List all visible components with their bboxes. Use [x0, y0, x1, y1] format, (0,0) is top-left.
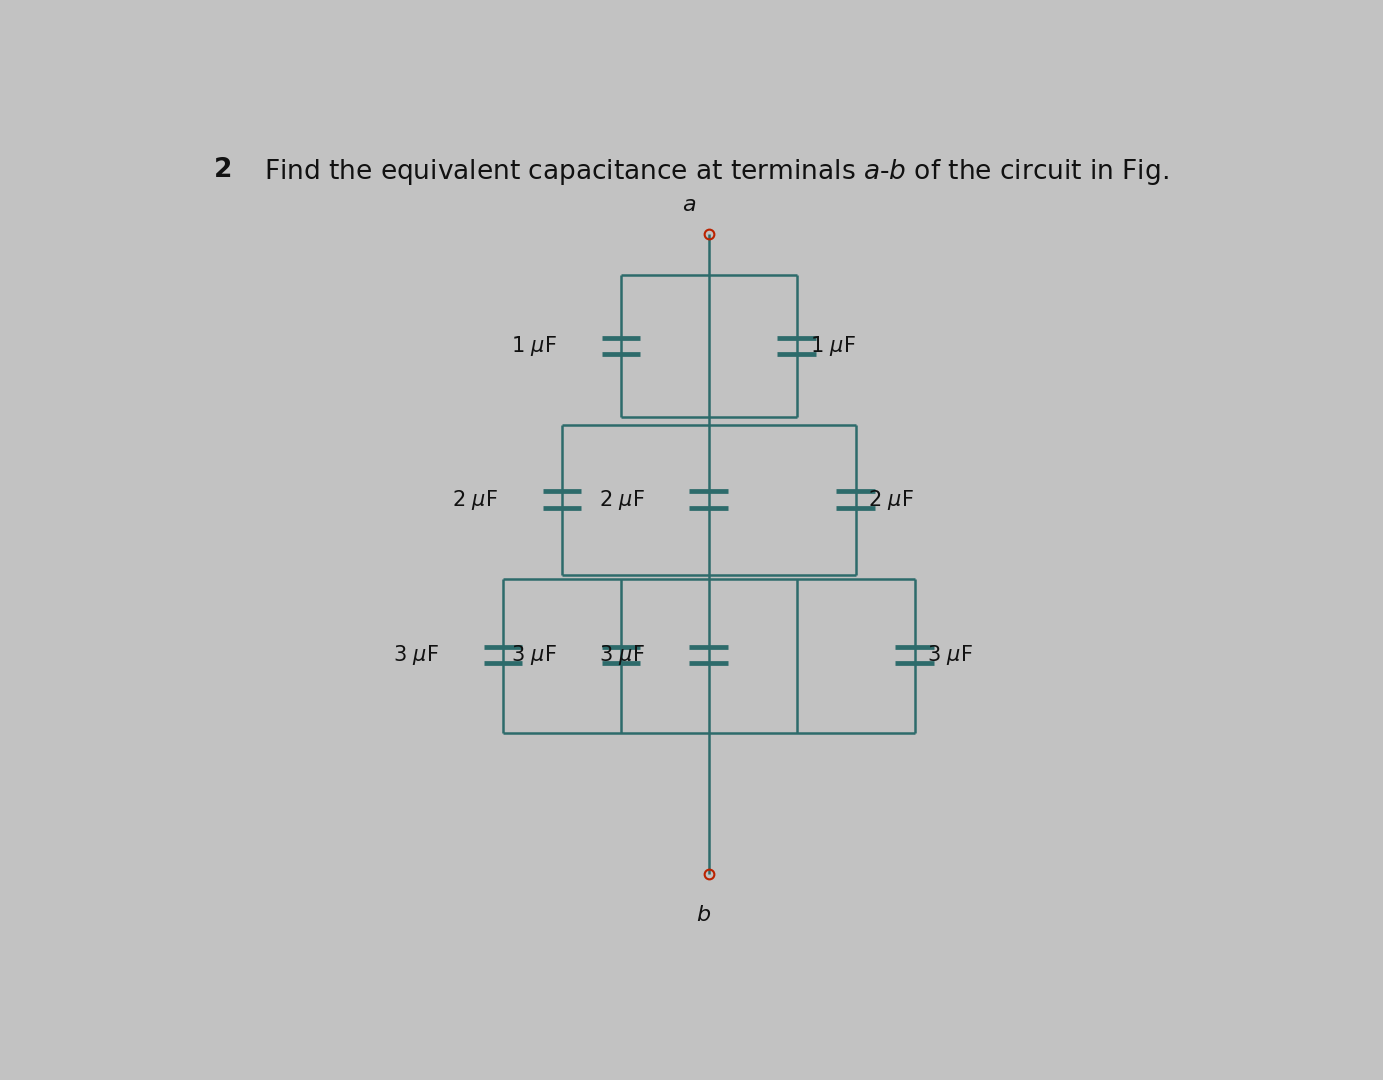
- Text: Find the equivalent capacitance at terminals $a$-$b$ of the circuit in Fig.: Find the equivalent capacitance at termi…: [264, 157, 1169, 187]
- Text: 2 $\mu$F: 2 $\mu$F: [452, 488, 498, 512]
- Text: 3 $\mu$F: 3 $\mu$F: [510, 644, 556, 667]
- Text: 3 $\mu$F: 3 $\mu$F: [928, 644, 974, 667]
- Text: 1 $\mu$F: 1 $\mu$F: [809, 334, 856, 357]
- Text: 2 $\mu$F: 2 $\mu$F: [599, 488, 644, 512]
- Text: 3 $\mu$F: 3 $\mu$F: [393, 644, 438, 667]
- Text: 1 $\mu$F: 1 $\mu$F: [510, 334, 556, 357]
- Text: 3 $\mu$F: 3 $\mu$F: [599, 644, 644, 667]
- Text: $b$: $b$: [696, 905, 711, 926]
- Text: $a$: $a$: [682, 195, 697, 215]
- Text: 2: 2: [213, 157, 232, 183]
- Text: 2 $\mu$F: 2 $\mu$F: [869, 488, 914, 512]
